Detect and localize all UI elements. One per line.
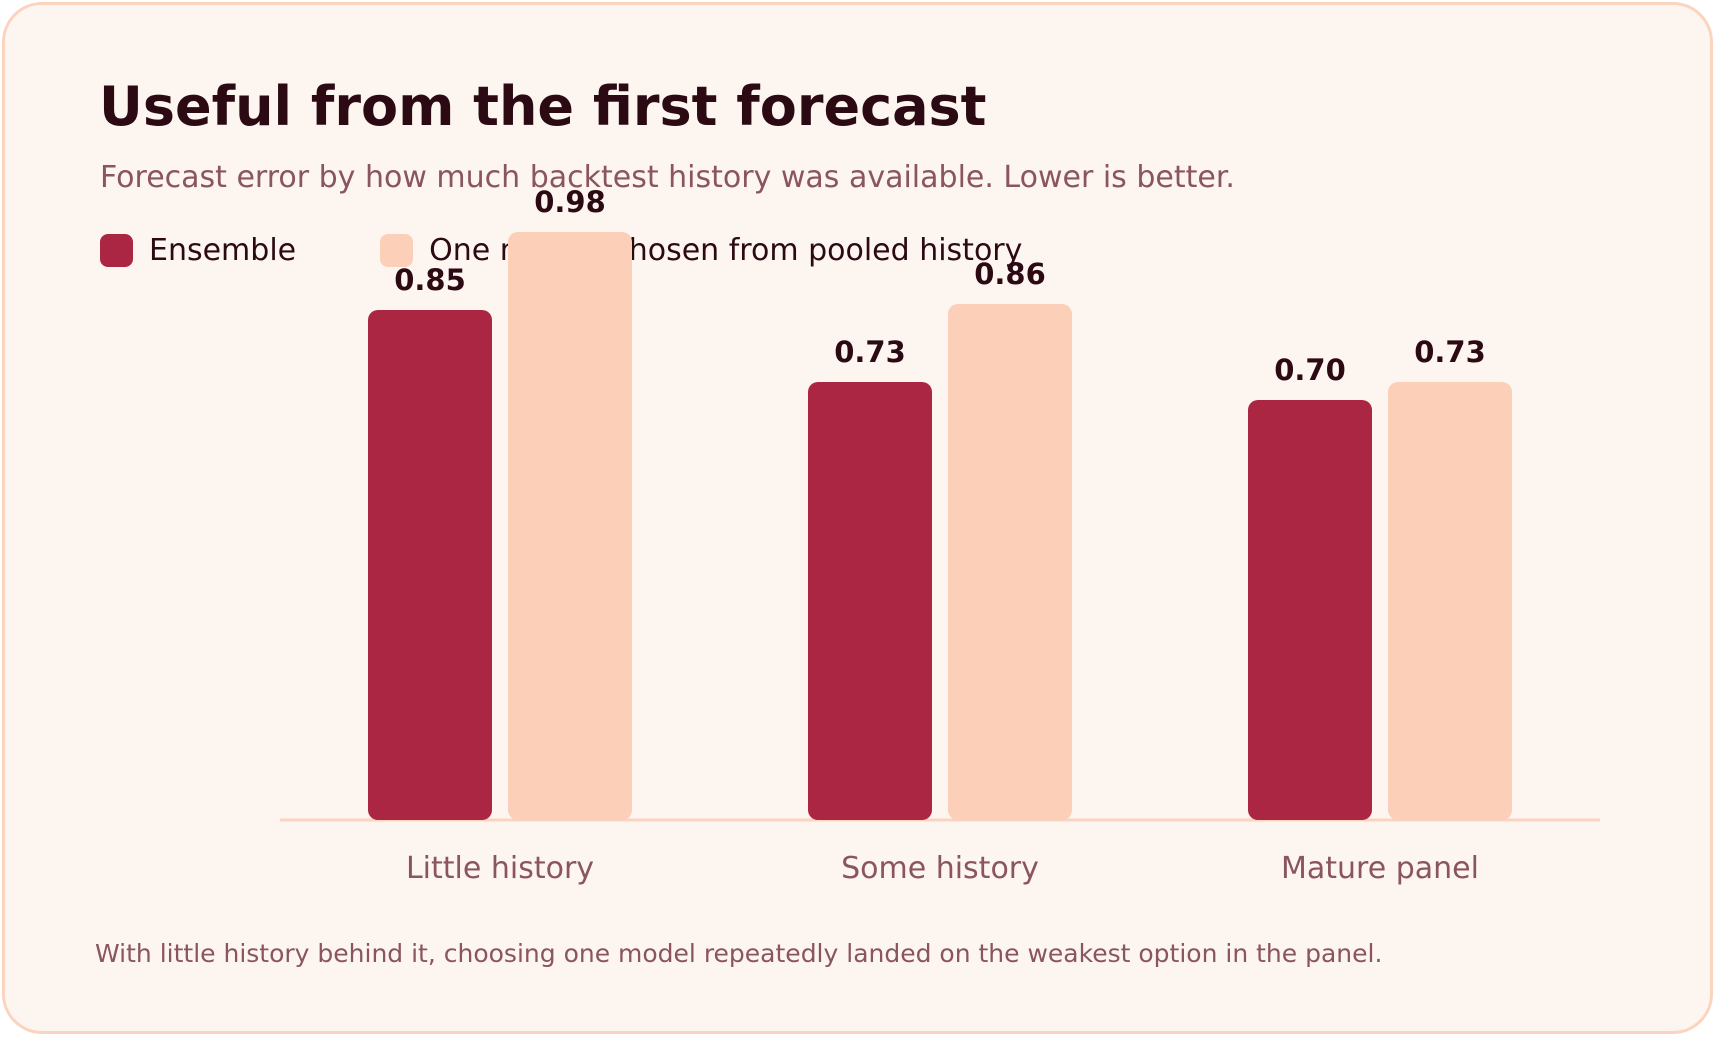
value-label-ensemble-little-history: 0.85 [394, 263, 466, 297]
category-label-little-history: Little history [406, 851, 594, 886]
value-label-group: 0.85 0.98 0.73 0.86 0.70 0.73 [394, 185, 1486, 387]
category-label-group: Little history Some history Mature panel [406, 851, 1479, 886]
bar-group [368, 232, 1512, 820]
chart-title: Useful from the first forecast [99, 75, 987, 138]
category-label-some-history: Some history [841, 851, 1039, 886]
value-label-single-model-some-history: 0.86 [974, 257, 1046, 291]
chart-footnote: With little history behind it, choosing … [95, 939, 1383, 968]
legend-label-ensemble: Ensemble [149, 232, 297, 268]
bar-ensemble-mature-panel [1248, 400, 1372, 820]
chart-subtitle: Forecast error by how much backtest hist… [100, 160, 1235, 195]
bar-single-model-little-history [508, 232, 632, 820]
bar-single-model-mature-panel [1388, 382, 1512, 820]
value-label-ensemble-some-history: 0.73 [834, 335, 906, 369]
category-label-mature-panel: Mature panel [1281, 851, 1479, 886]
value-label-single-model-little-history: 0.98 [534, 185, 606, 219]
bar-ensemble-some-history [808, 382, 932, 820]
legend-item-ensemble: Ensemble [100, 233, 296, 268]
value-label-single-model-mature-panel: 0.73 [1414, 335, 1486, 369]
value-label-ensemble-mature-panel: 0.70 [1274, 353, 1346, 387]
legend-swatch-ensemble [100, 233, 133, 267]
bar-single-model-some-history [948, 304, 1072, 820]
bar-ensemble-little-history [368, 310, 492, 820]
legend-swatch-single-model [380, 233, 414, 267]
